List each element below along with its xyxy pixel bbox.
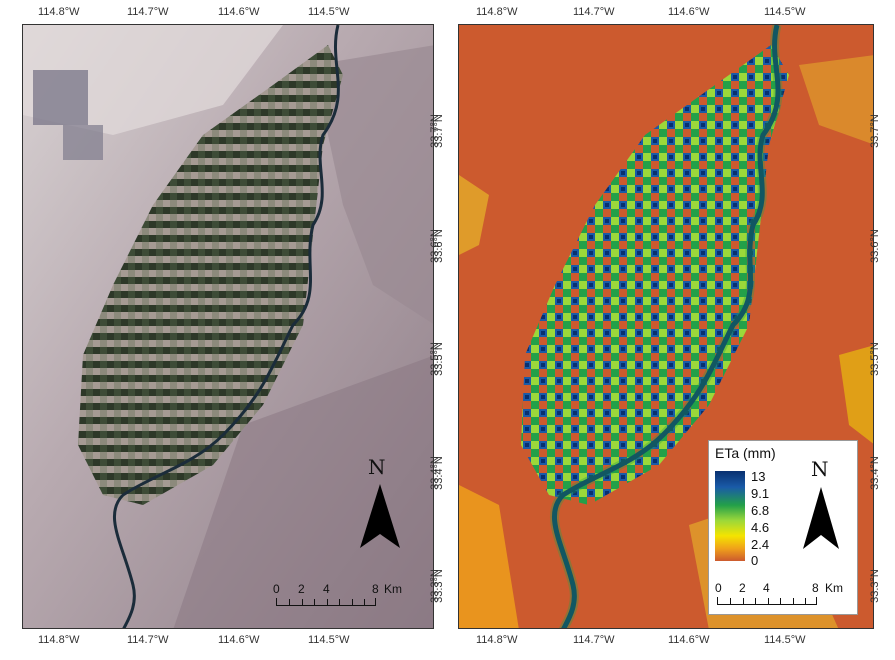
left-north-arrow-icon bbox=[360, 484, 400, 548]
left-top-tick-2: 114.6°W bbox=[218, 6, 260, 18]
right-scale-0: 0 bbox=[715, 581, 722, 595]
left-scale-4: 4 bbox=[323, 582, 330, 596]
right-left-tick-3: 33.4°N bbox=[432, 456, 445, 490]
irrigated-fields bbox=[78, 45, 343, 505]
right-scale-bar bbox=[717, 597, 817, 605]
river-eta bbox=[552, 25, 781, 628]
right-scale-2: 2 bbox=[739, 581, 746, 595]
right-north-label: N bbox=[811, 457, 829, 481]
left-north-label: N bbox=[368, 455, 386, 479]
satellite-image bbox=[23, 25, 433, 628]
right-right-tick-0: 33.7°N bbox=[868, 114, 881, 148]
right-right-tick-4: 33.3°N bbox=[868, 569, 881, 603]
left-top-tick-3: 114.5°W bbox=[308, 6, 350, 18]
eta-legend: ETa (mm) 13 9.1 6.8 4.6 2.4 0 N 0 2 4 8 … bbox=[708, 440, 858, 615]
right-top-tick-3: 114.5°W bbox=[764, 6, 806, 18]
right-left-tick-4: 33.3°N bbox=[432, 569, 445, 603]
left-top-tick-1: 114.7°W bbox=[127, 6, 169, 18]
left-scale-2: 2 bbox=[298, 582, 305, 596]
right-left-tick-2: 33.5°N bbox=[432, 342, 445, 376]
right-top-tick-2: 114.6°W bbox=[668, 6, 710, 18]
left-scale-0: 0 bbox=[273, 582, 280, 596]
legend-value-1: 9.1 bbox=[751, 486, 770, 501]
right-bottom-tick-2: 114.6°W bbox=[668, 634, 710, 646]
right-right-tick-1: 33.6°N bbox=[868, 229, 881, 263]
right-bottom-tick-0: 114.8°W bbox=[476, 634, 518, 646]
legend-color-ramp bbox=[715, 471, 745, 561]
right-right-tick-2: 33.5°N bbox=[868, 342, 881, 376]
left-bottom-tick-3: 114.5°W bbox=[308, 634, 350, 646]
left-bottom-tick-0: 114.8°W bbox=[38, 634, 80, 646]
right-left-tick-1: 33.6°N bbox=[432, 229, 445, 263]
left-scale-8: 8 bbox=[372, 582, 379, 596]
right-north-arrow-icon bbox=[803, 487, 839, 549]
left-bottom-tick-2: 114.6°W bbox=[218, 634, 260, 646]
legend-title: ETa (mm) bbox=[715, 445, 776, 461]
right-scale-8: 8 bbox=[812, 581, 819, 595]
legend-value-5: 0 bbox=[751, 553, 759, 568]
right-bottom-tick-3: 114.5°W bbox=[764, 634, 806, 646]
legend-value-4: 2.4 bbox=[751, 537, 770, 552]
satellite-map-panel bbox=[22, 24, 434, 629]
right-right-tick-3: 33.4°N bbox=[868, 456, 881, 490]
left-top-tick-0: 114.8°W bbox=[38, 6, 80, 18]
legend-value-2: 6.8 bbox=[751, 503, 770, 518]
right-left-tick-0: 33.7°N bbox=[432, 114, 445, 148]
right-scale-4: 4 bbox=[763, 581, 770, 595]
legend-value-3: 4.6 bbox=[751, 520, 770, 535]
left-scale-bar bbox=[276, 598, 376, 606]
river bbox=[113, 25, 340, 628]
right-scale-unit: Km bbox=[825, 581, 843, 595]
left-scale-unit: Km bbox=[384, 582, 402, 596]
right-bottom-tick-1: 114.7°W bbox=[573, 634, 615, 646]
right-top-tick-1: 114.7°W bbox=[573, 6, 615, 18]
legend-value-0: 13 bbox=[751, 469, 766, 484]
irrigated-fields-eta bbox=[521, 45, 789, 505]
left-bottom-tick-1: 114.7°W bbox=[127, 634, 169, 646]
right-top-tick-0: 114.8°W bbox=[476, 6, 518, 18]
